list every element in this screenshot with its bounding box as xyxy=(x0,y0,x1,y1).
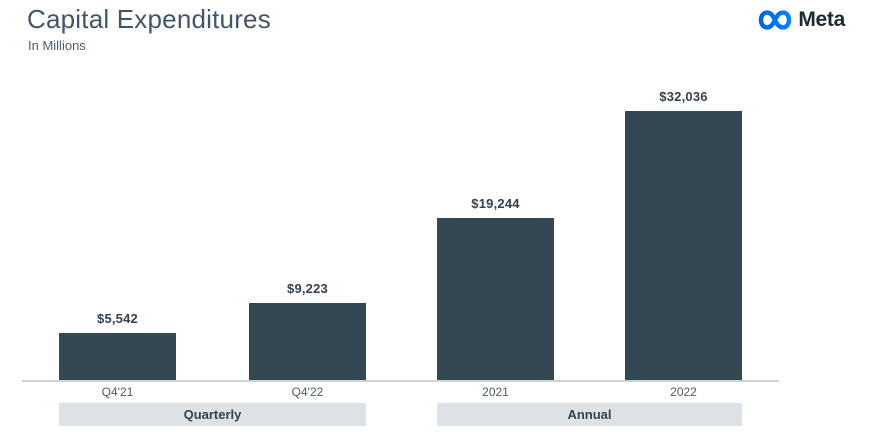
x-axis-tick-label: Q4'22 xyxy=(291,385,324,399)
bar-value-label: $5,542 xyxy=(97,311,138,326)
x-axis-line xyxy=(22,380,779,382)
bar xyxy=(625,111,742,380)
x-axis-tick-label: 2022 xyxy=(670,385,697,399)
bar xyxy=(437,218,554,380)
meta-wordmark: Meta xyxy=(798,8,845,31)
bar-value-label: $32,036 xyxy=(659,89,708,104)
page-title: Capital Expenditures xyxy=(27,4,271,34)
bar-value-label: $9,223 xyxy=(287,281,328,296)
x-axis-tick-label: Q4'21 xyxy=(101,385,134,399)
group-band-quarterly: Quarterly xyxy=(59,403,366,426)
meta-infinity-icon xyxy=(757,8,793,32)
x-axis-tick-label: 2021 xyxy=(482,385,509,399)
page-subtitle: In Millions xyxy=(28,38,86,53)
meta-logo: Meta xyxy=(757,8,845,32)
bar xyxy=(249,303,366,380)
group-band-annual: Annual xyxy=(437,403,742,426)
bar xyxy=(59,333,176,380)
bar-value-label: $19,244 xyxy=(471,196,520,211)
